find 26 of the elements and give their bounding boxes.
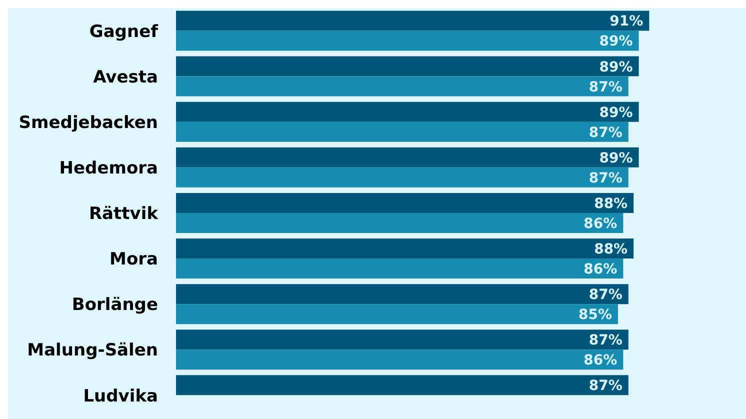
y-tick-label: Ludvika: [83, 386, 158, 406]
data-label: 85%: [578, 307, 612, 324]
data-label: 91%: [610, 14, 644, 30]
y-tick-label: Gagnef: [89, 22, 159, 42]
y-tick-label: Avesta: [93, 67, 158, 88]
y-tick-label: Hedemora: [59, 158, 158, 178]
data-label: 89%: [599, 150, 633, 166]
data-label: 87%: [588, 287, 622, 304]
y-tick-label: Malung-Sälen: [27, 340, 158, 361]
data-label: 87%: [588, 378, 622, 394]
data-label: 89%: [599, 104, 633, 121]
data-label: 88%: [594, 241, 628, 258]
data-label: 87%: [588, 79, 622, 96]
data-label: 87%: [588, 332, 622, 349]
data-label: 86%: [584, 216, 618, 232]
data-label: 86%: [584, 352, 618, 369]
data-label: 88%: [594, 196, 628, 212]
y-tick-label: Rättvik: [88, 204, 159, 224]
data-label: 87%: [588, 170, 622, 186]
data-label: 89%: [599, 34, 633, 50]
data-label: 89%: [599, 59, 633, 76]
data-label: 86%: [584, 261, 618, 278]
data-label: 87%: [588, 124, 622, 141]
y-tick-label: Smedjebacken: [18, 112, 158, 133]
y-tick-label: Mora: [110, 250, 158, 270]
y-tick-label: Borlänge: [72, 295, 158, 316]
